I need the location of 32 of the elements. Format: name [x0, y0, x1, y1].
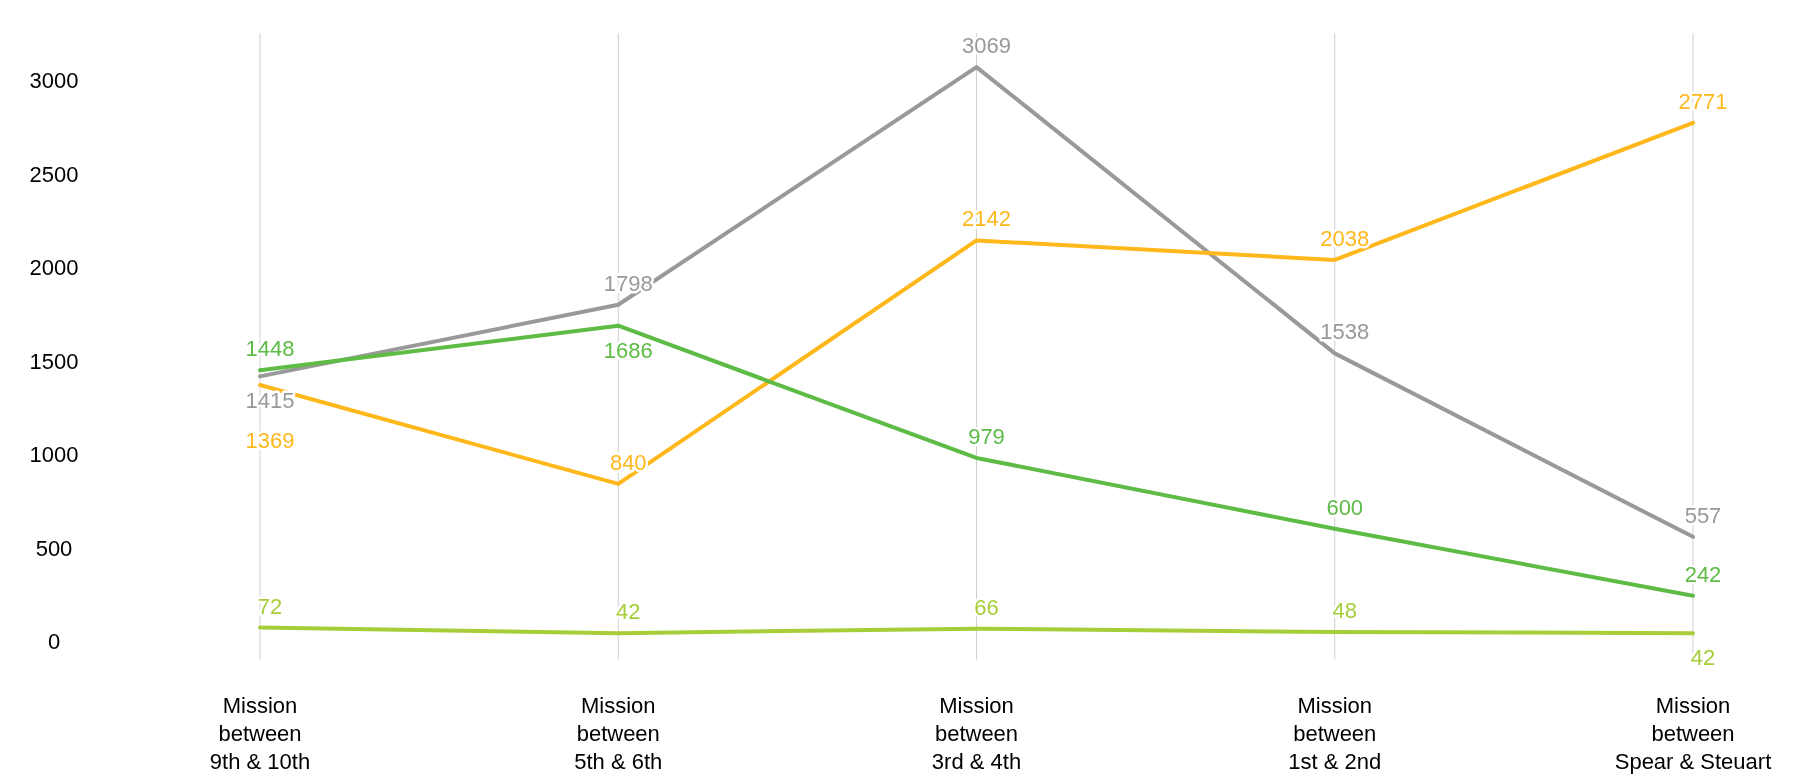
data-label: 557: [1684, 502, 1722, 528]
data-label: 1448: [245, 336, 295, 362]
y-tick-label: 3000: [29, 68, 79, 93]
data-label: 979: [968, 423, 1005, 449]
y-tick-label: 1500: [29, 348, 79, 374]
data-label: 1686: [603, 337, 653, 363]
data-label: 48: [1332, 598, 1357, 624]
x-tick-label: Mission between 9th & 10th: [209, 693, 311, 774]
y-tick-label: 2000: [29, 255, 79, 280]
data-label: 42: [616, 599, 641, 625]
data-label: 2038: [1320, 225, 1370, 251]
x-tick-label: Mission between 3rd & 4th: [931, 693, 1022, 774]
data-label: 42: [1690, 645, 1716, 671]
x-tick-label: Mission between 5th & 6th: [574, 693, 663, 774]
data-label: 2142: [962, 206, 1011, 232]
data-label: 1538: [1320, 319, 1370, 345]
data-label: 840: [609, 449, 647, 475]
data-label: 242: [1684, 561, 1722, 587]
data-label: 1415: [245, 388, 295, 414]
data-label: 2771: [1678, 88, 1728, 114]
y-tick-label: 2500: [29, 161, 79, 187]
data-label: 72: [257, 593, 283, 619]
x-tick-label: Mission between 1st & 2nd: [1288, 693, 1382, 774]
data-label: 1369: [245, 428, 295, 454]
data-label: 3069: [962, 33, 1011, 59]
y-tick-label: 0: [47, 629, 61, 654]
y-tick-label: 1000: [29, 442, 79, 467]
x-tick-label: Mission between Spear & Steuart: [1614, 693, 1772, 774]
y-tick-label: 500: [35, 535, 73, 561]
data-label: 1798: [603, 270, 653, 296]
data-label: 600: [1326, 494, 1364, 520]
data-label: 66: [974, 594, 999, 620]
